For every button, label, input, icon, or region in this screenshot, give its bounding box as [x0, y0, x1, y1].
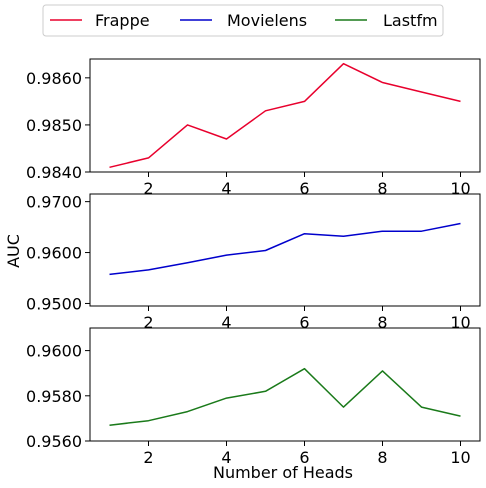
plot-frame — [89, 58, 481, 173]
y-tick-label: 0.9560 — [26, 432, 82, 451]
x-tick-label: 2 — [143, 179, 153, 198]
x-axis-title: Number of Heads — [213, 463, 353, 482]
x-tick-label: 10 — [450, 179, 470, 198]
y-tick-label: 0.9700 — [26, 193, 82, 212]
chart-panel-2: 2 4 6 8 10 0.9500 0.9600 0.9700 — [26, 193, 481, 332]
y-axis-title: AUC — [4, 234, 23, 268]
legend-label-frappe: Frappe — [95, 11, 150, 30]
legend-frame — [42, 4, 444, 37]
legend-label-movielens: Movielens — [227, 11, 307, 30]
x-tick-label: 6 — [299, 313, 309, 332]
y-tick-label: 0.9600 — [26, 244, 82, 263]
x-tick-label: 8 — [377, 179, 387, 198]
legend: Frappe Movielens Lastfm — [42, 4, 444, 37]
x-tick-label: 8 — [377, 313, 387, 332]
x-tick-label: 2 — [143, 313, 153, 332]
chart-panel-1: 2 4 6 8 10 0.9840 0.9850 0.9860 — [26, 58, 481, 198]
x-tick-label: 2 — [143, 448, 153, 467]
plot-frame — [89, 327, 481, 442]
x-tick-label: 8 — [377, 448, 387, 467]
x-tick-label: 10 — [450, 313, 470, 332]
series-line-movielens — [109, 222, 461, 276]
y-tick-label: 0.9600 — [26, 342, 82, 361]
y-tick-label: 0.9580 — [26, 387, 82, 406]
series-line-frappe — [109, 62, 461, 169]
y-tick-label: 0.9850 — [26, 116, 82, 135]
x-tick-label: 10 — [450, 448, 470, 467]
y-tick-label: 0.9860 — [26, 69, 82, 88]
y-tick-label: 0.9500 — [26, 294, 82, 313]
chart-panel-3: 2 4 6 8 10 0.9560 0.9580 0.9600 — [26, 327, 481, 467]
x-tick-label: 4 — [221, 313, 231, 332]
chart-panels: 2 4 6 8 10 0.9840 0.9850 0.9860 2 4 6 8 10 0.9500 0.96… — [26, 58, 481, 467]
legend-label-lastfm: Lastfm — [383, 11, 438, 30]
x-tick-label: 6 — [299, 179, 309, 198]
x-tick-label: 4 — [221, 448, 231, 467]
series-line-lastfm — [109, 367, 461, 426]
x-tick-label: 6 — [299, 448, 309, 467]
y-tick-label: 0.9840 — [26, 163, 82, 182]
x-tick-label: 4 — [221, 179, 231, 198]
plot-frame — [89, 193, 481, 307]
